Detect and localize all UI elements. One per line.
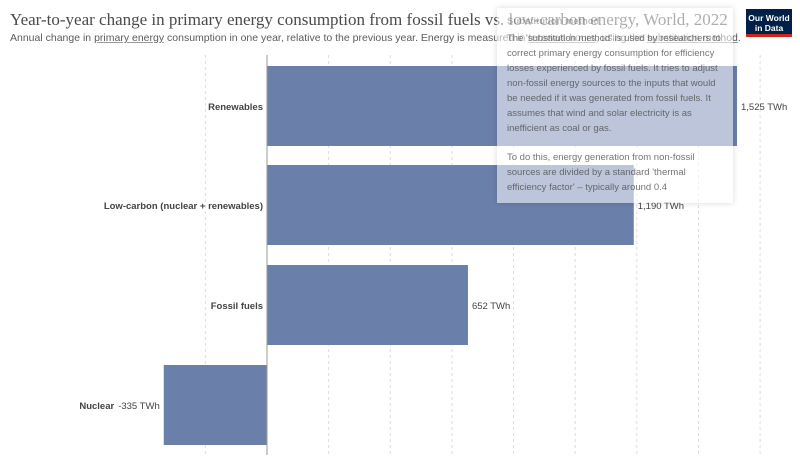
logo-line-2: in Data [754, 23, 784, 33]
logo-line-1: Our World [748, 13, 790, 23]
subtitle-text: Annual change in [10, 32, 95, 44]
tooltip-paragraph-1: The 'substitution method' is used by res… [507, 33, 721, 134]
value-label: 1,525 TWh [741, 102, 787, 113]
category-label: Low-carbon (nuclear + renewables) [104, 201, 263, 212]
subtitle-text: . [737, 32, 741, 44]
bar [163, 365, 267, 445]
value-label: 652 TWh [472, 301, 510, 312]
subtitle-text: consumption in one year, relative to the… [164, 32, 529, 44]
bar [267, 265, 468, 345]
category-label: Fossil fuels [211, 301, 263, 312]
substitution-method-tooltip: Substitution method The 'substitution me… [497, 8, 733, 203]
subtitle-link[interactable]: primary energy [94, 32, 165, 44]
tooltip-title: Substitution method [507, 16, 600, 27]
category-label: Renewables [208, 102, 263, 113]
value-label: -335 TWh [118, 401, 160, 412]
category-label: Nuclear [79, 401, 114, 412]
tooltip-paragraph-2: To do this, energy generation from non-f… [507, 152, 695, 193]
value-label: 1,190 TWh [638, 201, 684, 212]
owid-logo[interactable]: Our World in Data [746, 9, 792, 37]
